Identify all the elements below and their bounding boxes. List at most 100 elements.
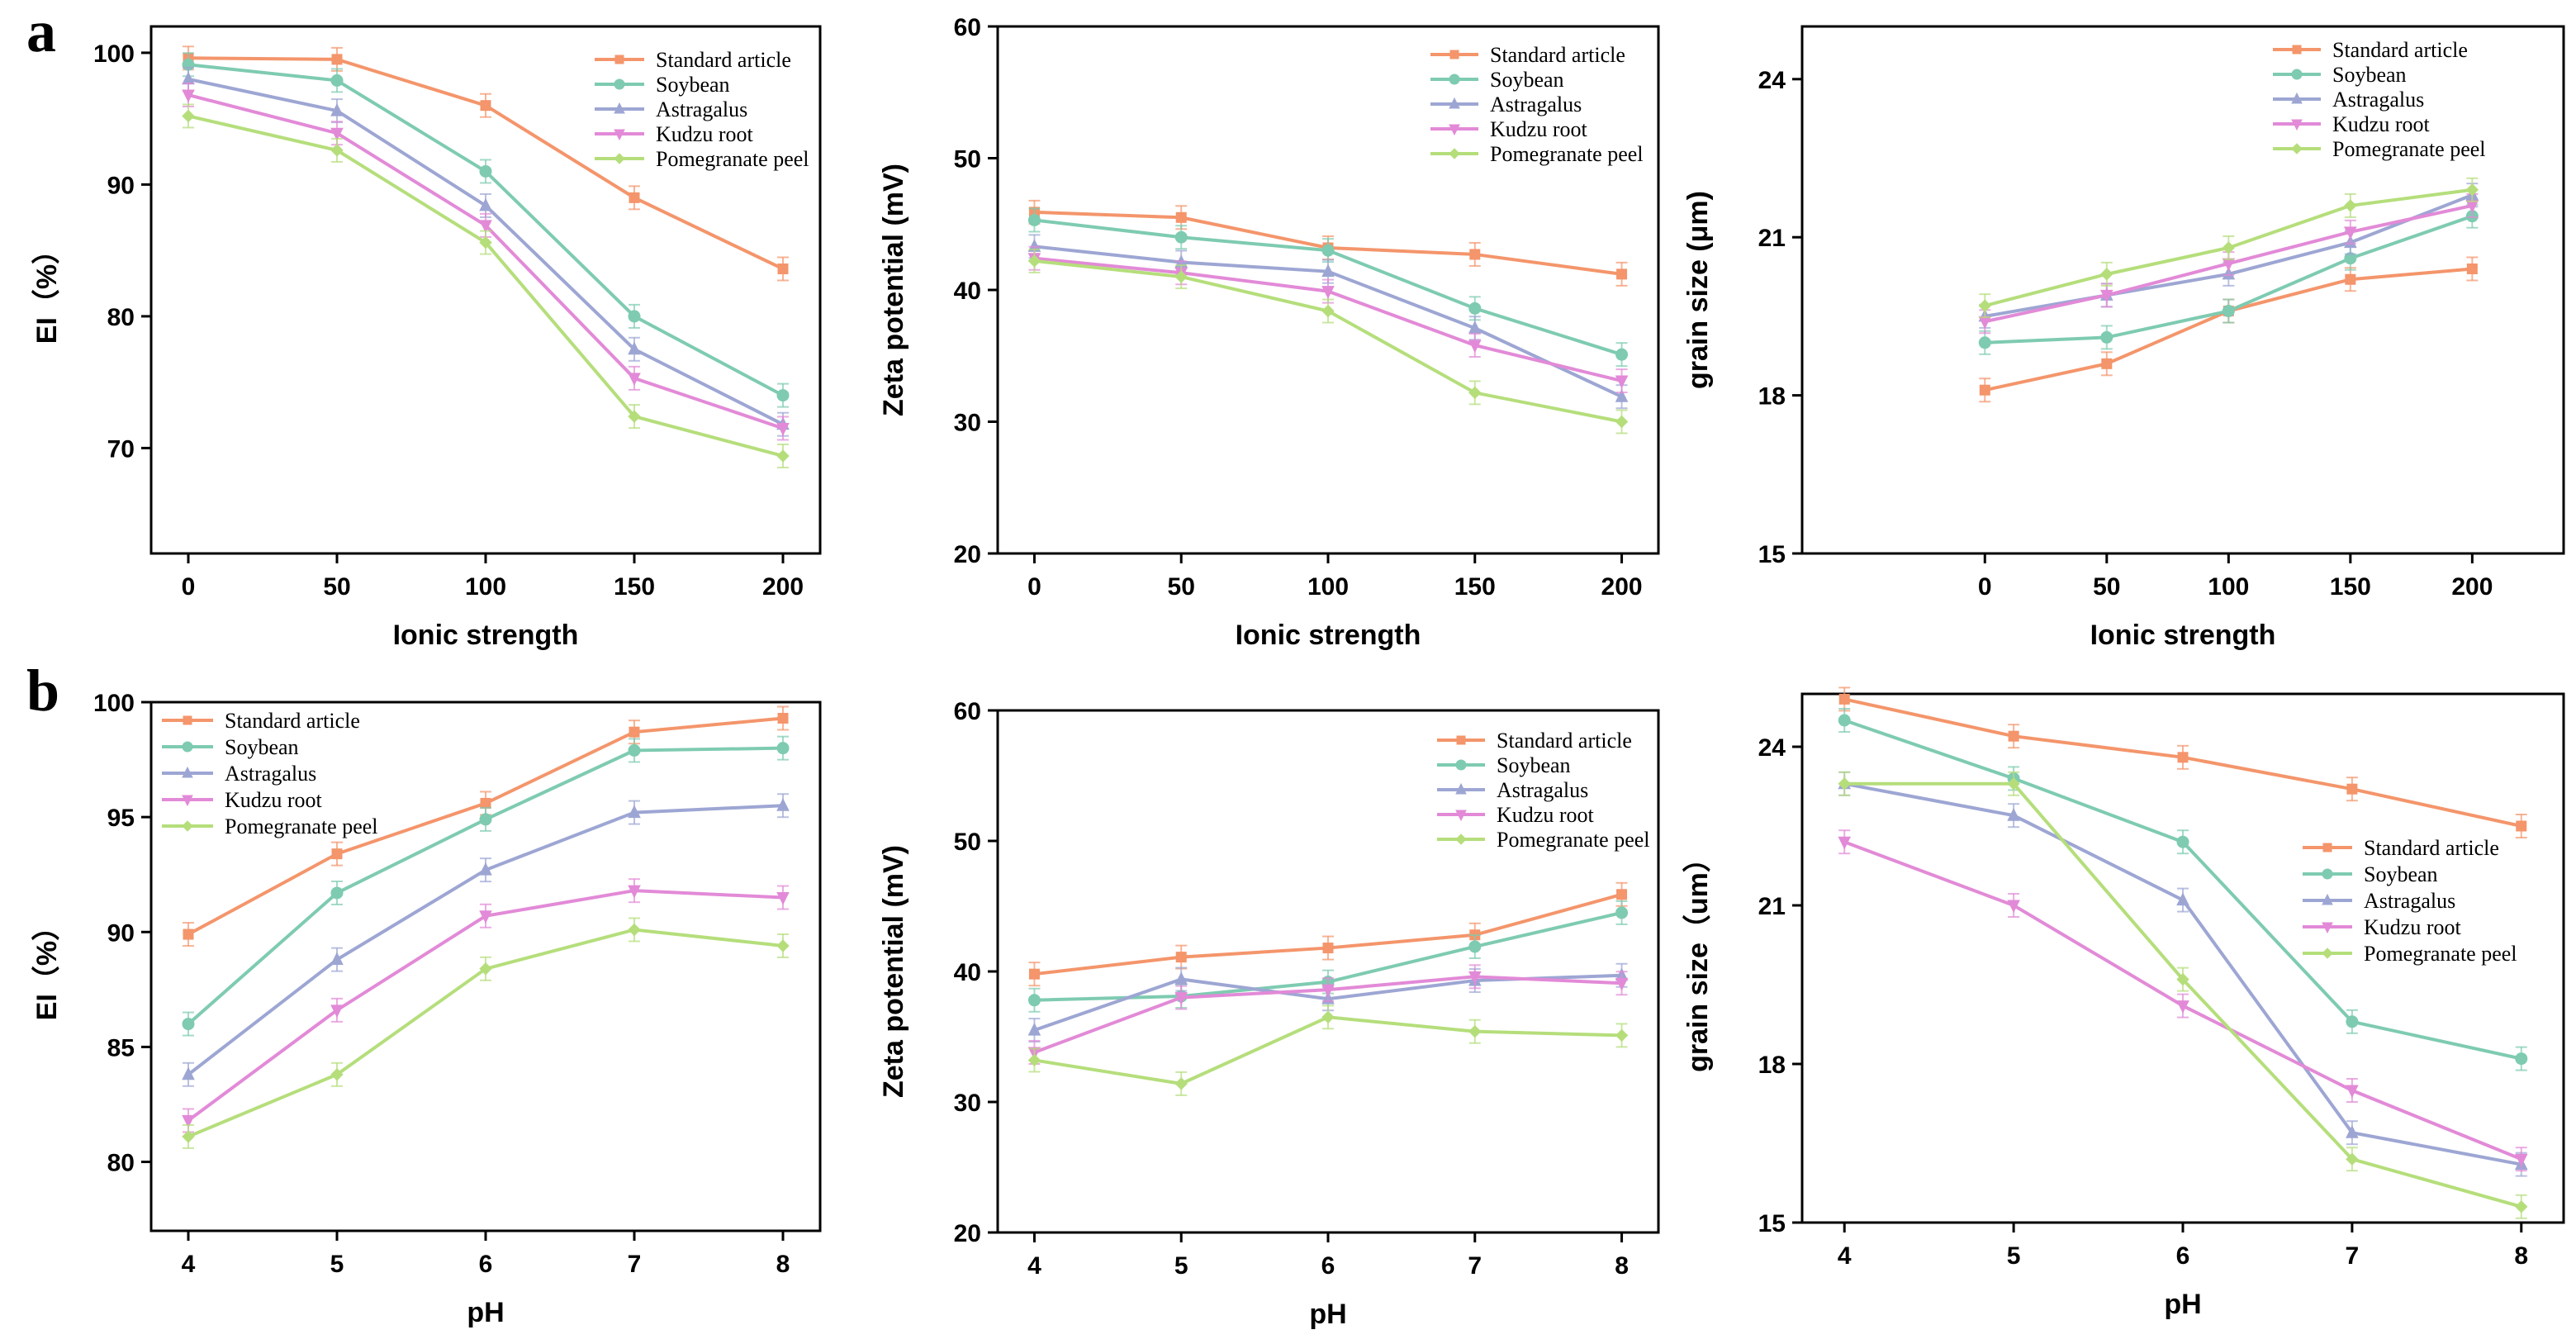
- data-point: [330, 127, 344, 141]
- chart-3: 15 18 21 24 0 50 100 150 200 Ionic strength grain …: [1682, 25, 2565, 651]
- data-point: [479, 862, 492, 876]
- data-point: [1615, 906, 1629, 919]
- data-point: [1322, 943, 1334, 954]
- data-point: [479, 164, 492, 178]
- y-axis-label: EI（%）: [31, 913, 63, 1020]
- data-point: [182, 1018, 195, 1031]
- data-point: [628, 410, 641, 423]
- data-point: [776, 422, 790, 436]
- legend-entry: Kudzu root: [2332, 112, 2430, 136]
- data-point: [2344, 226, 2357, 240]
- data-point: [1978, 299, 1991, 312]
- y-tick-label: 60: [954, 698, 981, 725]
- data-point: [628, 743, 641, 757]
- x-tick-label: 50: [323, 573, 350, 601]
- legend-entry: Soybean: [2332, 63, 2407, 87]
- y-axis-label: Zeta potential (mV): [878, 164, 909, 416]
- legend-entry: Pomegranate peel: [225, 814, 378, 838]
- data-point: [2176, 835, 2189, 848]
- legend-marker: [2291, 143, 2303, 154]
- data-point: [480, 797, 491, 809]
- data-point: [479, 813, 492, 826]
- x-tick-label: 100: [465, 573, 506, 601]
- data-point: [628, 923, 641, 937]
- legend-entry: Standard article: [225, 709, 360, 733]
- y-tick-label: 21: [1758, 225, 1786, 252]
- data-point: [1321, 286, 1335, 299]
- data-point: [480, 100, 491, 112]
- data-point: [777, 263, 789, 274]
- data-point: [1468, 386, 1482, 400]
- x-tick-label: 150: [2330, 573, 2371, 601]
- legend-entry: Standard article: [656, 48, 791, 72]
- data-point: [182, 109, 195, 123]
- data-point: [1027, 254, 1041, 268]
- data-point: [776, 389, 790, 402]
- data-point: [1321, 244, 1335, 257]
- data-point: [1615, 375, 1629, 389]
- data-point: [2465, 183, 2479, 197]
- y-tick-label: 30: [954, 410, 981, 437]
- y-axis-label: grain size（um）: [1682, 844, 1714, 1072]
- chart-2: 20 30 40 50 60 0 50 100 150 200 Ionic strength Zeta…: [878, 14, 1660, 651]
- y-tick-label: 95: [107, 805, 135, 832]
- x-axis-label: Ionic strength: [1236, 620, 1421, 651]
- x-tick-label: 150: [614, 573, 655, 601]
- y-tick-label: 15: [1758, 1210, 1786, 1237]
- data-point: [2515, 1052, 2528, 1066]
- legend-marker: [614, 55, 624, 64]
- legend-marker: [614, 102, 625, 114]
- y-tick-label: 20: [954, 1220, 981, 1247]
- series-pomegranate-peel: [182, 103, 790, 468]
- data-point: [330, 1004, 344, 1018]
- data-point: [2101, 358, 2113, 369]
- y-tick-label: 100: [93, 40, 135, 68]
- legend-entry: Standard article: [1497, 729, 1632, 753]
- series-pomegranate-peel: [182, 917, 790, 1149]
- legend-marker: [1449, 124, 1460, 136]
- data-point: [330, 144, 344, 157]
- data-point: [2099, 289, 2113, 303]
- data-point: [628, 885, 641, 899]
- data-point: [1321, 304, 1335, 318]
- legend-entry: Pomegranate peel: [2332, 137, 2486, 161]
- data-point: [1616, 268, 1628, 280]
- legend-marker: [2322, 843, 2332, 852]
- data-point: [2345, 273, 2356, 285]
- data-point: [628, 805, 641, 819]
- x-tick-label: 4: [1838, 1242, 1852, 1270]
- x-axis-label: pH: [1309, 1299, 1346, 1330]
- legend-marker: [182, 795, 193, 807]
- data-point: [1615, 1028, 1629, 1042]
- x-tick-label: 200: [2451, 573, 2493, 601]
- data-point: [776, 742, 790, 755]
- legend-entry: Astragalus: [1490, 93, 1582, 116]
- data-point: [1027, 994, 1041, 1007]
- data-point: [2176, 1000, 2189, 1014]
- data-point: [182, 89, 195, 103]
- y-tick-label: 90: [107, 172, 135, 199]
- y-tick-label: 24: [1758, 734, 1786, 762]
- data-point: [479, 235, 492, 249]
- legend-marker: [1449, 74, 1460, 85]
- legend-entry: Astragalus: [2332, 88, 2424, 112]
- legend-marker: [182, 766, 193, 778]
- data-point: [2176, 892, 2189, 906]
- legend-marker: [1455, 759, 1467, 771]
- legend-marker: [1449, 97, 1460, 109]
- x-tick-label: 0: [1978, 573, 1992, 601]
- x-axis-label: pH: [467, 1297, 504, 1328]
- data-point: [1321, 984, 1335, 998]
- data-point: [2346, 783, 2358, 795]
- legend-entry: Kudzu root: [2364, 915, 2461, 939]
- x-tick-label: 6: [1321, 1252, 1335, 1280]
- x-axis-label: pH: [2164, 1289, 2201, 1320]
- series-pomegranate-peel: [1838, 771, 2528, 1219]
- data-point: [2346, 1125, 2359, 1138]
- data-point: [1838, 836, 1852, 850]
- y-tick-label: 60: [954, 14, 981, 41]
- legend-entry: Standard article: [2364, 836, 2499, 860]
- legend-marker: [2291, 92, 2303, 104]
